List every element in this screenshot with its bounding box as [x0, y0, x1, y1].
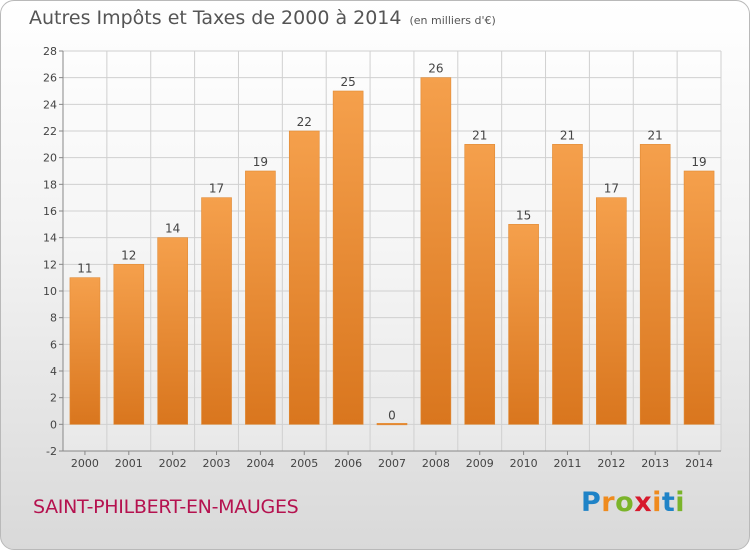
logo-letter: x — [634, 487, 653, 518]
y-tick-label: 26 — [43, 72, 57, 85]
data-label: 21 — [472, 128, 487, 142]
y-tick-label: 16 — [43, 205, 57, 218]
y-tick-label: 20 — [43, 152, 57, 165]
logo-letter: t — [661, 487, 676, 518]
y-tick-label: 18 — [43, 178, 57, 191]
x-tick-label: 2003 — [203, 457, 231, 470]
data-label: 11 — [77, 262, 92, 276]
data-label: 15 — [516, 208, 531, 222]
x-tick-label: 2008 — [422, 457, 450, 470]
chart-title: Autres Impôts et Taxes de 2000 à 2014 (en… — [29, 7, 496, 29]
place-name: SAINT-PHILBERT-EN-MAUGES — [33, 496, 299, 518]
y-tick-label: -2 — [46, 445, 57, 458]
x-tick-label: 2009 — [466, 457, 494, 470]
bar — [420, 77, 452, 425]
bar — [113, 264, 145, 425]
logo-letter: i — [652, 487, 662, 518]
data-label: 25 — [340, 75, 355, 89]
x-tick-label: 2005 — [290, 457, 318, 470]
chart-subtitle: (en milliers d'€) — [409, 14, 496, 27]
x-tick-label: 2014 — [685, 457, 713, 470]
bar — [639, 144, 671, 425]
logo-letter: i — [675, 487, 686, 518]
logo-letter: r — [601, 487, 616, 518]
x-tick-label: 2012 — [597, 457, 625, 470]
x-tick-label: 2011 — [553, 457, 581, 470]
bar — [508, 224, 539, 425]
x-tick-label: 2006 — [334, 457, 362, 470]
x-tick-label: 2013 — [641, 457, 669, 470]
y-tick-label: 24 — [43, 98, 57, 111]
data-label: 12 — [121, 248, 136, 262]
data-label: 26 — [428, 62, 443, 76]
proxiti-logo: Proxiti — [581, 487, 685, 518]
bar — [683, 170, 715, 425]
y-tick-label: 8 — [50, 312, 57, 325]
x-tick-label: 2001 — [115, 457, 143, 470]
chart-title-text: Autres Impôts et Taxes de 2000 à 2014 — [29, 7, 402, 29]
bar — [596, 197, 627, 425]
data-label: 21 — [648, 128, 663, 142]
bar — [376, 423, 408, 426]
y-tick-label: 14 — [43, 232, 57, 245]
data-label: 17 — [604, 182, 619, 196]
data-label: 19 — [691, 155, 706, 169]
bar — [288, 130, 320, 425]
data-label: 21 — [560, 128, 575, 142]
y-tick-label: 10 — [43, 285, 57, 298]
y-tick-label: 4 — [50, 365, 57, 378]
y-tick-label: 6 — [50, 338, 57, 351]
bar — [332, 90, 364, 425]
bar — [552, 144, 583, 425]
bar — [69, 277, 101, 425]
x-tick-label: 2002 — [159, 457, 187, 470]
data-label: 19 — [253, 155, 268, 169]
logo-letter: o — [615, 487, 635, 518]
x-tick-label: 2000 — [71, 457, 99, 470]
data-label: 17 — [209, 182, 224, 196]
x-tick-label: 2007 — [378, 457, 406, 470]
data-label: 0 — [388, 408, 396, 422]
y-tick-label: 28 — [43, 45, 57, 58]
x-tick-label: 2004 — [246, 457, 274, 470]
bar — [464, 144, 496, 425]
logo-letter: P — [581, 487, 602, 518]
y-tick-label: 0 — [50, 418, 57, 431]
y-tick-label: 2 — [50, 392, 57, 405]
y-tick-label: 12 — [43, 258, 57, 271]
data-label: 14 — [165, 222, 180, 236]
data-label: 22 — [297, 115, 312, 129]
bar — [157, 237, 188, 425]
bar — [201, 197, 232, 425]
bar — [245, 170, 276, 425]
x-tick-label: 2010 — [510, 457, 538, 470]
y-tick-label: 22 — [43, 125, 57, 138]
